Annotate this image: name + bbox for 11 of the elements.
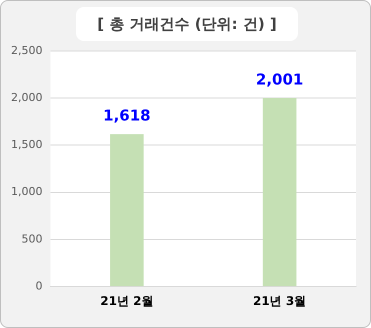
y-tick-label: 2,000 (10, 90, 42, 104)
y-tick-label: 1,000 (10, 185, 42, 198)
x-tick-label: 21년 3월 (253, 294, 306, 308)
data-label: 1,618 (103, 106, 151, 125)
data-label: 2,001 (256, 70, 304, 88)
y-tick-label: 0 (35, 279, 42, 292)
y-tick-label: 2,500 (10, 44, 42, 57)
x-tick-label: 21년 2월 (100, 294, 154, 308)
chart-title: [ 총 거래건수 (단위: 건) ] (76, 7, 298, 41)
y-tick-label: 1,500 (10, 138, 42, 152)
y-tick-label: 500 (21, 232, 42, 246)
